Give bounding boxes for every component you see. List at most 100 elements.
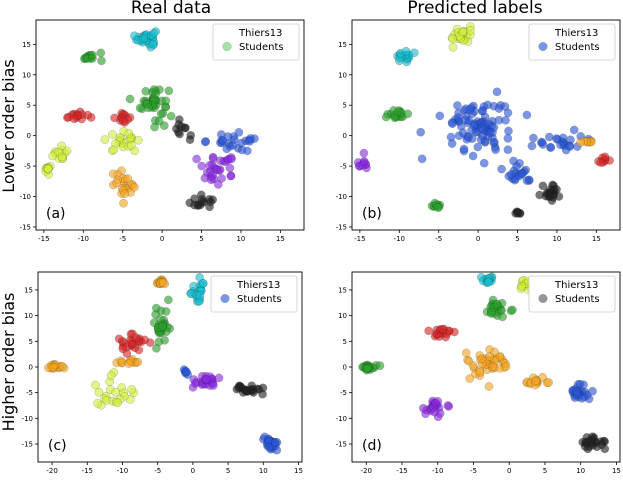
scatter-point — [552, 134, 561, 143]
scatter-point — [497, 164, 506, 174]
scatter-point — [478, 106, 487, 115]
scatter-point — [96, 48, 106, 58]
x-tick-label: 5 — [515, 235, 519, 243]
panel-label: (b) — [362, 206, 382, 222]
legend-marker — [538, 41, 548, 52]
x-tick-label: 0 — [191, 467, 195, 475]
scatter-point — [600, 152, 610, 162]
legend-marker — [538, 293, 548, 304]
scatter-point — [164, 295, 173, 305]
scatter-point — [123, 174, 133, 184]
scatter-point — [195, 291, 205, 300]
scatter-point — [234, 383, 243, 393]
scatter-point — [133, 357, 143, 367]
scatter-point — [513, 208, 522, 218]
scatter-point — [133, 135, 143, 145]
scatter-point — [127, 385, 137, 394]
points — [41, 27, 259, 212]
scatter-point — [465, 105, 475, 115]
scatter-point — [545, 185, 555, 195]
scatter-point — [459, 144, 469, 154]
scatter-point — [143, 103, 153, 113]
x-tick-label: -10 — [432, 467, 443, 475]
scatter-point — [430, 407, 439, 417]
scatter-point — [546, 143, 555, 152]
scatter-point — [512, 162, 521, 171]
scatter-point — [217, 174, 226, 183]
scatter-point — [149, 28, 159, 38]
column-title-predicted: Predicted labels — [407, 0, 542, 18]
scatter-point — [488, 362, 498, 372]
scatter-point — [43, 164, 53, 174]
scatter-point — [120, 189, 130, 199]
scatter-point — [477, 354, 487, 364]
y-tick-label: 10 — [338, 71, 347, 79]
x-tick-label: 0 — [507, 467, 511, 475]
y-tick-label: -10 — [22, 415, 33, 423]
y-tick-label: 5 — [29, 338, 33, 346]
scatter-point — [448, 42, 458, 52]
scatter-point — [576, 137, 585, 147]
scatter-point — [535, 190, 544, 200]
column-title-real: Real data — [131, 0, 211, 18]
scatter-point — [434, 332, 444, 341]
scatter-point — [461, 348, 471, 358]
y-tick-label: 15 — [24, 286, 33, 294]
scatter-point — [479, 158, 489, 168]
scatter-point — [109, 145, 119, 155]
scatter-point — [57, 152, 67, 162]
scatter-point — [506, 170, 516, 179]
scatter-point — [565, 142, 575, 151]
points — [358, 272, 610, 454]
y-tick-label: 0 — [29, 364, 33, 372]
x-tick-label: 0 — [160, 235, 164, 243]
scatter-point — [486, 308, 496, 317]
y-tick-label: 10 — [22, 71, 31, 79]
scatter-point — [476, 135, 486, 144]
scatter-point — [164, 86, 174, 96]
scatter-point — [108, 130, 117, 139]
scatter-point — [97, 56, 106, 66]
scatter-point — [88, 50, 97, 60]
scatter-point — [448, 119, 457, 129]
scatter-point — [484, 382, 494, 391]
scatter-point — [588, 386, 597, 396]
scatter-point — [93, 398, 102, 408]
x-tick-label: -20 — [361, 467, 372, 475]
scatter-point — [119, 198, 128, 208]
scatter-point — [453, 101, 462, 110]
scatter-point — [191, 379, 200, 388]
scatter-point — [497, 306, 506, 315]
scatter-point — [522, 176, 532, 185]
scatter-point — [492, 87, 502, 97]
x-tick-label: 15 — [276, 235, 285, 243]
scatter-point — [185, 198, 195, 208]
scatter-point — [206, 175, 216, 185]
legend — [210, 275, 298, 313]
scatter-point — [544, 132, 554, 142]
panel-label: (a) — [46, 206, 66, 222]
scatter-point — [126, 140, 136, 150]
legend-label: Thiers13 — [236, 280, 280, 291]
y-tick-label: 0 — [27, 132, 31, 140]
legend-label: Students — [239, 42, 284, 53]
scatter-point — [458, 27, 468, 37]
legend-label: Thiers13 — [238, 28, 282, 39]
scatter-point — [464, 356, 474, 366]
panel-label: (c) — [48, 438, 67, 454]
y-tick-label: -15 — [336, 223, 347, 231]
scatter-point — [556, 140, 565, 150]
scatter-point — [215, 156, 225, 166]
x-tick-label: 10 — [259, 467, 268, 475]
scatter-point — [417, 154, 427, 164]
scatter-point — [548, 193, 558, 202]
scatter-point — [375, 361, 385, 371]
y-tick-label: -5 — [24, 163, 31, 171]
axes-frame — [351, 19, 621, 231]
y-tick-label: -5 — [340, 163, 347, 171]
scatter-point — [124, 129, 134, 138]
scatter-point — [500, 102, 510, 111]
legend-label: Thiers13 — [554, 280, 598, 291]
scatter-point — [446, 132, 456, 142]
scatter-point — [458, 128, 468, 138]
